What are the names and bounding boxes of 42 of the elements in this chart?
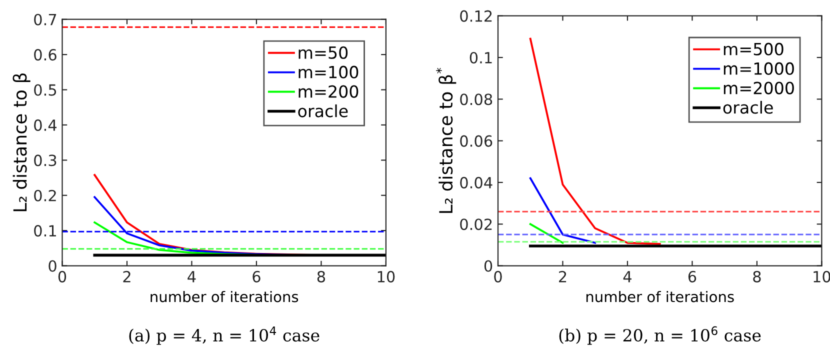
text: (b) p = 20, n = 10$^{6}$ case [559,326,761,345]
x-tick-label: 0 [494,270,502,282]
legend-label: m=100 [298,66,358,78]
y-tick-label: 0.12 [460,10,492,22]
y-axis-title: L₂ distance to β$^{*}$ [436,68,456,213]
y-tick-label: 0.04 [460,176,492,188]
x-tick-label: 4 [623,271,632,282]
legend-label: oracle [723,100,773,114]
y-tick-label: 0.1 [470,52,492,64]
legend-label: oracle [298,104,348,118]
x-axis-title: number of iterations [150,290,298,302]
y-tick-label: 0.08 [460,94,492,106]
x-tick-label: 2 [559,270,566,282]
y-axis-title: L₂ distance to β [12,74,30,212]
y-tick-label: 0.5 [34,84,56,96]
y-tick-label: 0 [484,260,492,272]
x-tick-label: 2 [123,270,130,282]
y-tick-label: 0.4 [34,119,57,131]
text: (a) p = 4, n = 10$^{4}$ case [129,326,320,345]
x-tick-label: 0 [58,270,66,282]
x-tick-label: 4 [188,271,196,282]
x-axis-title: number of iterations [586,290,734,302]
legend-label: m=2000 [724,82,794,94]
y-tick-label: 0.06 [460,135,492,147]
x-tick-label: 6 [252,270,260,282]
line-series [529,38,661,245]
legend-label: m=200 [298,85,358,98]
y-tick-label: 0.2 [34,190,56,202]
y-tick-label: 0.1 [34,225,56,237]
x-tick-label: 10 [378,270,395,282]
y-tick-label: 0.02 [460,218,492,230]
x-tick-label: 10 [814,270,830,282]
y-tick-label: 0.6 [34,49,56,61]
x-tick-label: 8 [317,270,326,282]
legend-label: m=50 [298,46,348,59]
x-tick-label: 6 [688,270,696,282]
legend-label: m=1000 [724,62,794,75]
y-tick-label: 0.3 [34,154,56,166]
y-tick-label: 0 [48,260,56,272]
legend-label: m=500 [724,42,784,56]
x-tick-label: 8 [753,270,761,282]
y-tick-label: 0.7 [34,14,56,26]
